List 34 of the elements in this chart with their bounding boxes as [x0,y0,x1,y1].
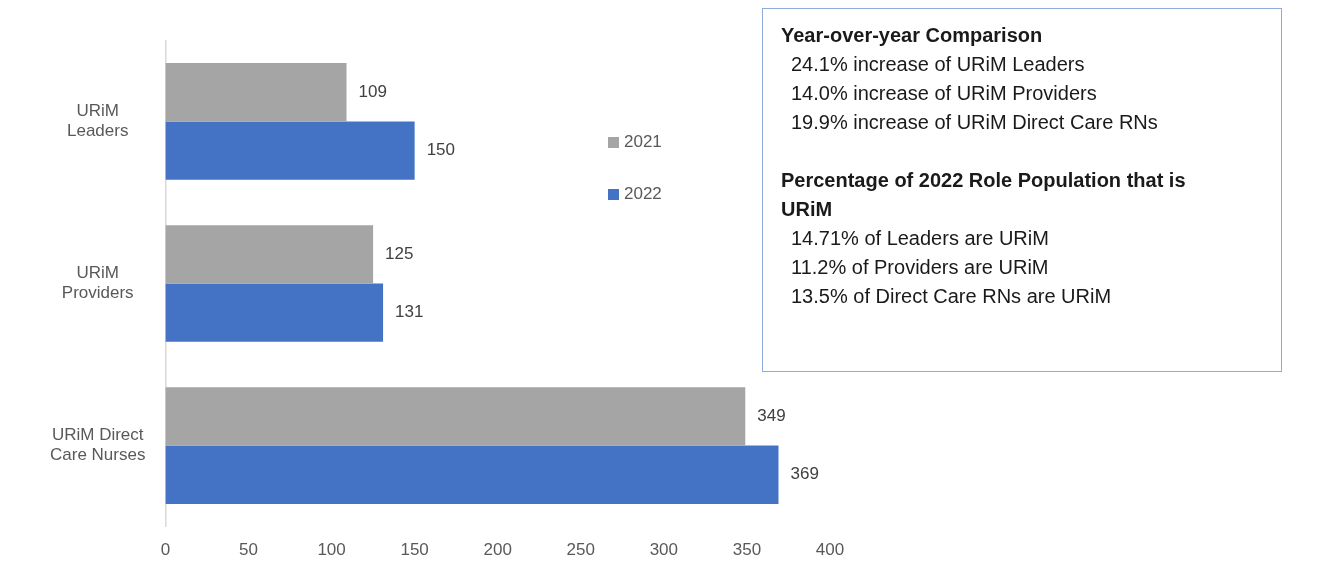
x-tick-label: 350 [732,540,762,560]
bar [165,225,374,284]
x-tick-label: 300 [649,540,679,560]
bar [165,445,779,504]
data-label: 150 [426,140,456,160]
annotation: 19.9% increase of URiM Direct Care RNs [790,110,1159,135]
annotation: 11.2% of Providers are URiM [790,255,1050,280]
data-label: 109 [358,81,387,101]
y-tick-label: URiM Direct Care Nurses [50,425,146,465]
legend-label: 2022 [624,184,662,204]
x-tick-label: 250 [566,540,595,560]
x-tick-label: 200 [483,540,512,560]
bar [165,63,347,122]
data-label: 349 [757,406,786,426]
x-tick-label: 400 [815,540,845,560]
data-label: 125 [385,244,414,264]
data-label: 131 [395,302,424,322]
x-tick-label: 150 [400,540,429,560]
x-tick-label: 100 [317,540,346,560]
annotation: 13.5% of Direct Care RNs are URiM [790,284,1113,309]
annotation: Year-over-year Comparison [781,23,1044,48]
x-tick-label: 0 [160,540,171,560]
annotation: 14.71% of Leaders are URiM [790,226,1050,251]
bar [165,121,415,180]
annotation: 24.1% increase of URiM Leaders [790,52,1086,77]
y-tick-label: URiM Providers [61,262,134,303]
annotation: 14.0% increase of URiM Providers [790,81,1098,106]
bar [165,387,746,446]
annotation: Percentage of 2022 Role Population that is URiM [781,168,1187,222]
x-tick-label: 50 [239,540,258,560]
data-label: 369 [790,464,819,484]
y-tick-label: URiM Leaders [66,100,129,141]
bar [165,283,384,342]
legend-label: 2021 [624,132,662,152]
